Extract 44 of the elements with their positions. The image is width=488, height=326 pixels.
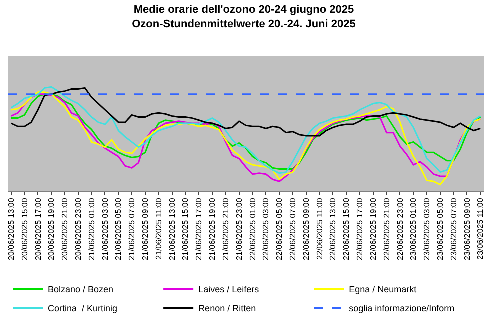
x-tick-label: 21/06/2025 23:00 — [234, 198, 244, 260]
x-tick-label: 21/06/2025 03:00 — [100, 198, 110, 260]
x-tick-label: 23/06/2025 09:00 — [462, 198, 472, 260]
legend-label: Renon / Ritten — [198, 304, 256, 314]
x-tick-label: 20/06/2025 13:00 — [6, 198, 16, 260]
legend-label: Bolzano / Bozen — [48, 284, 114, 295]
legend-label: Laives / Leifers — [198, 284, 260, 295]
x-tick-label: 20/06/2025 21:00 — [60, 198, 70, 260]
x-tick-label: 20/06/2025 17:00 — [34, 198, 43, 260]
x-tick-label: 23/06/2025 05:00 — [436, 198, 446, 260]
x-tick-label: 22/06/2025 03:00 — [262, 198, 271, 260]
x-tick-label: 20/06/2025 19:00 — [47, 198, 56, 260]
x-tick-label: 23/06/2025 07:00 — [449, 198, 458, 260]
x-tick-label: 22/06/2025 07:00 — [288, 198, 298, 260]
legend-label: Egna / Neumarkt — [349, 284, 418, 295]
legend-label: soglia informazione/Inform — [349, 304, 455, 314]
x-tick-label: 21/06/2025 17:00 — [194, 198, 204, 260]
x-tick-label: 21/06/2025 01:00 — [87, 198, 96, 260]
x-tick-label: 22/06/2025 21:00 — [382, 198, 392, 260]
x-tick-label: 21/06/2025 21:00 — [221, 198, 230, 260]
legend-label: Cortina / Kurtinig — [48, 304, 118, 314]
x-tick-label: 23/06/2025 03:00 — [422, 198, 432, 260]
x-tick-label: 21/06/2025 07:00 — [128, 198, 137, 260]
x-tick-label: 22/06/2025 13:00 — [328, 198, 338, 260]
x-tick-label: 21/06/2025 05:00 — [114, 198, 124, 260]
chart-title: Medie orarie dell'ozono 20-24 giugno 2025 — [134, 4, 354, 16]
x-tick-label: 21/06/2025 15:00 — [181, 198, 190, 260]
x-tick-label: 22/06/2025 19:00 — [368, 198, 378, 260]
x-tick-label: 21/06/2025 09:00 — [141, 198, 150, 260]
x-tick-label: 21/06/2025 19:00 — [208, 198, 218, 260]
x-tick-label: 20/06/2025 15:00 — [20, 198, 30, 260]
x-tick-label: 22/06/2025 11:00 — [315, 198, 324, 260]
x-tick-label: 22/06/2025 17:00 — [356, 198, 365, 260]
chart-subtitle: Ozon-Stundenmittelwerte 20.-24. Juni 2025 — [132, 18, 356, 30]
x-tick-label: 23/06/2025 01:00 — [409, 198, 418, 260]
x-tick-label: 22/06/2025 23:00 — [396, 198, 405, 260]
x-tick-label: 22/06/2025 09:00 — [302, 198, 311, 260]
x-tick-label: 22/06/2025 01:00 — [248, 198, 258, 260]
x-tick-label: 23/06/2025 11:00 — [476, 198, 486, 260]
x-tick-label: 21/06/2025 13:00 — [168, 198, 177, 260]
x-tick-label: 22/06/2025 05:00 — [275, 198, 284, 260]
x-tick-label: 20/06/2025 23:00 — [74, 198, 83, 260]
x-tick-label: 22/06/2025 15:00 — [342, 198, 352, 260]
x-tick-label: 21/06/2025 11:00 — [154, 198, 164, 260]
